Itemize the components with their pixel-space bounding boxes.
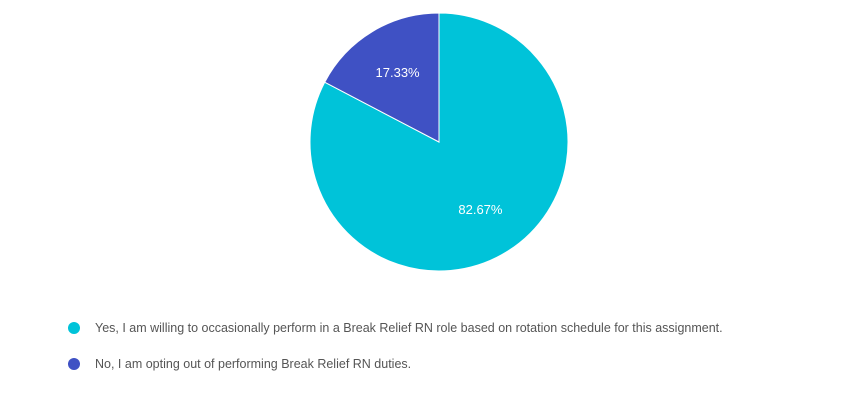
pie-chart-plot: 82.67% 17.33% [309,12,569,272]
legend-swatch-no [68,358,80,370]
legend-swatch-yes [68,322,80,334]
chart-legend: Yes, I am willing to occasionally perfor… [68,318,723,390]
legend-item-yes[interactable]: Yes, I am willing to occasionally perfor… [68,318,723,338]
pie-label-no: 17.33% [376,65,421,80]
pie-slice-no[interactable] [324,12,440,143]
legend-item-no[interactable]: No, I am opting out of performing Break … [68,354,723,374]
legend-label-yes: Yes, I am willing to occasionally perfor… [95,321,723,335]
legend-label-no: No, I am opting out of performing Break … [95,357,412,371]
pie-label-yes: 82.67% [458,202,503,217]
